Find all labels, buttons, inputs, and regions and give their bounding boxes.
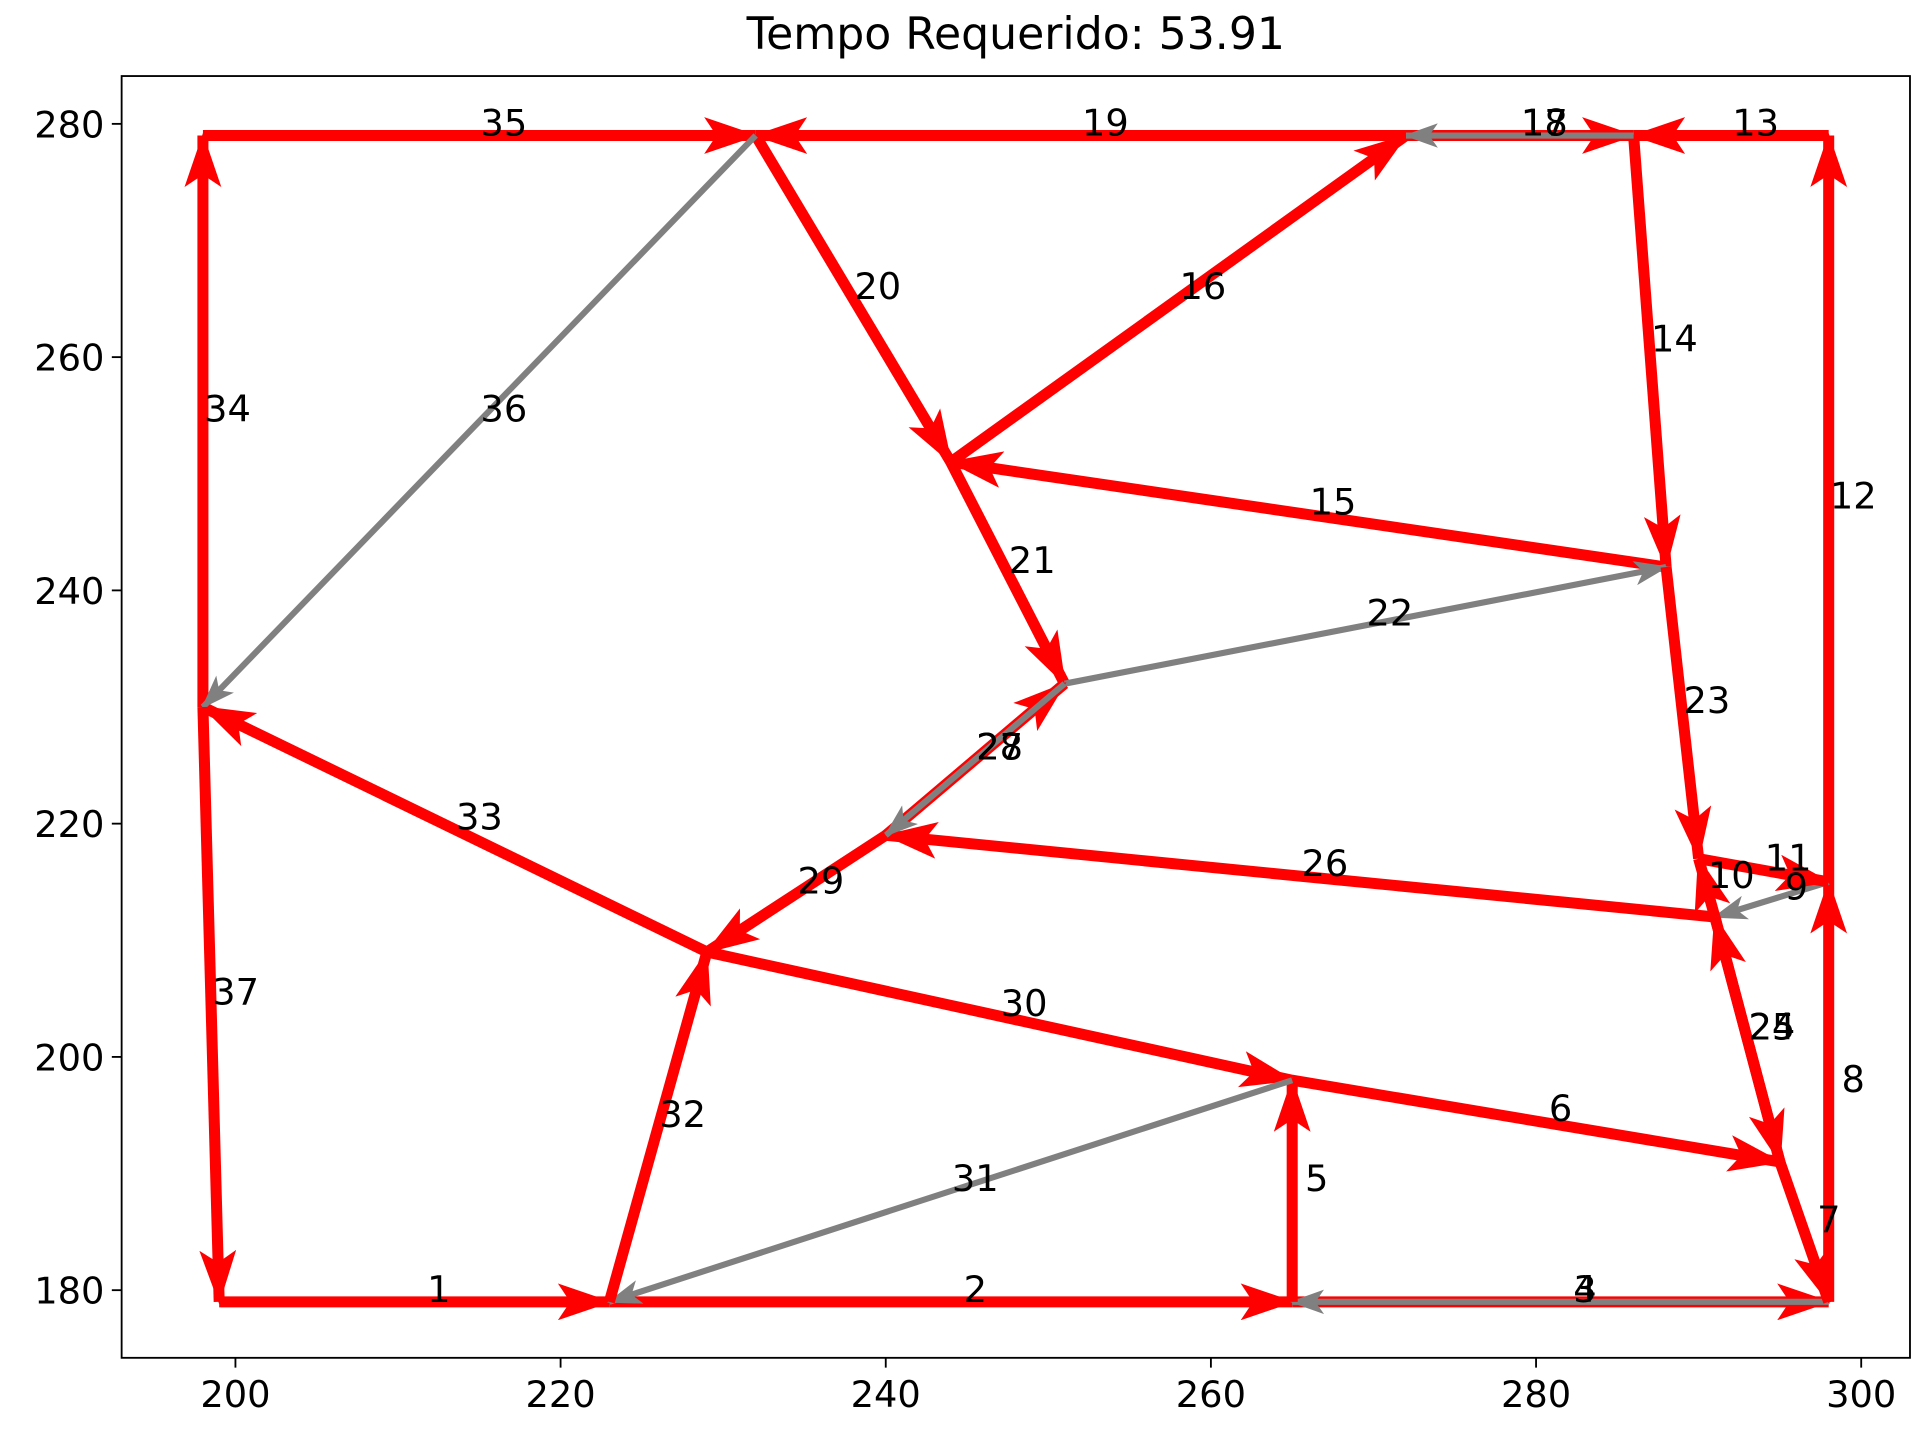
edge	[1628, 135, 1681, 570]
edge	[200, 133, 758, 710]
edge-label: 12	[1830, 475, 1877, 518]
edge-label: 8	[1842, 1058, 1865, 1101]
edge-label: 33	[456, 795, 503, 838]
edge-label: 28	[976, 726, 1023, 769]
edge-label: 35	[480, 102, 527, 145]
edge-label: 20	[854, 265, 901, 308]
edge-label: 31	[952, 1157, 999, 1200]
edge-label: 22	[1366, 591, 1413, 634]
x-tick-label: 300	[1826, 1373, 1896, 1416]
edge-label: 3	[1573, 1268, 1596, 1311]
edge-label: 17	[1521, 102, 1568, 145]
y-tick-label: 180	[34, 1270, 104, 1313]
edge	[200, 702, 710, 957]
edge-label: 19	[1082, 102, 1129, 145]
edge-label: 27	[976, 726, 1023, 769]
edge-label: 21	[1009, 539, 1056, 582]
edge-label: 23	[1684, 679, 1731, 722]
y-tick-label: 200	[34, 1036, 104, 1079]
edge	[948, 451, 1667, 573]
x-tick-label: 200	[200, 1373, 270, 1416]
edge	[1693, 856, 1731, 919]
edge-label: 14	[1651, 317, 1698, 360]
edge-label: 13	[1732, 102, 1779, 145]
edge-label: 15	[1310, 481, 1357, 524]
edge	[1774, 1160, 1834, 1305]
edge	[945, 459, 1070, 687]
edge-label: 25	[1749, 1005, 1796, 1048]
y-tick-label: 240	[34, 570, 104, 613]
edge	[1709, 915, 1786, 1165]
edge-label: 16	[1180, 265, 1227, 308]
edge-label: 4	[1573, 1268, 1596, 1311]
x-tick-label: 280	[1501, 1373, 1571, 1416]
edge-label: 37	[212, 970, 259, 1013]
edge-label: 2	[964, 1268, 987, 1311]
edge	[1291, 1074, 1783, 1172]
edge-label: 30	[1001, 982, 1048, 1025]
edge-label: 32	[659, 1093, 706, 1136]
edge	[607, 1077, 1294, 1305]
edge-label: 26	[1301, 842, 1348, 885]
plot-frame	[120, 75, 1911, 1359]
edge	[1660, 566, 1712, 862]
edge	[947, 131, 1410, 467]
edge	[703, 830, 889, 957]
edge-label: 11	[1765, 836, 1812, 879]
edge-label: 1	[427, 1268, 450, 1311]
edge	[1697, 853, 1832, 891]
edge-label: 6	[1549, 1087, 1572, 1130]
edge	[750, 132, 956, 465]
edge	[1063, 561, 1669, 687]
edge-label: 5	[1305, 1157, 1328, 1200]
edge	[883, 681, 1067, 838]
edge-label: 9	[1785, 865, 1808, 908]
x-tick-label: 240	[851, 1373, 921, 1416]
edge	[197, 706, 237, 1305]
edge-label: 7	[1817, 1198, 1840, 1241]
edge-label: 24	[1749, 1005, 1796, 1048]
x-tick-label: 220	[525, 1373, 595, 1416]
y-tick-label: 260	[34, 337, 104, 380]
edge	[883, 822, 1716, 923]
chart-title: Tempo Requerido: 53.91	[746, 9, 1285, 60]
x-tick-label: 260	[1176, 1373, 1246, 1416]
edge-label: 18	[1521, 102, 1568, 145]
y-tick-label: 220	[34, 803, 104, 846]
edge-label: 36	[480, 387, 527, 430]
y-tick-label: 280	[34, 103, 104, 146]
edge-label: 34	[204, 387, 251, 430]
edge-label: 29	[797, 860, 844, 903]
edge-label: 10	[1708, 854, 1755, 897]
edge	[604, 949, 713, 1304]
edge	[705, 946, 1295, 1088]
